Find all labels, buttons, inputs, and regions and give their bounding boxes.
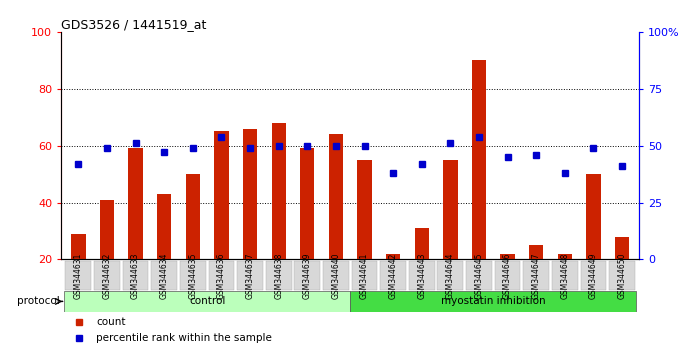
Text: GSM344634: GSM344634 (160, 252, 169, 299)
Bar (558, 254, 572, 259)
Bar (586, 174, 600, 259)
FancyBboxPatch shape (409, 261, 435, 290)
Text: GSM344648: GSM344648 (560, 252, 569, 299)
Text: GSM344635: GSM344635 (188, 252, 197, 299)
Text: GSM344633: GSM344633 (131, 252, 140, 299)
FancyBboxPatch shape (266, 261, 292, 290)
Bar (271, 123, 286, 259)
Text: GSM344631: GSM344631 (74, 252, 83, 299)
Bar (529, 245, 543, 259)
Bar (300, 148, 314, 259)
FancyBboxPatch shape (94, 261, 120, 290)
Text: GSM344642: GSM344642 (389, 252, 398, 299)
Bar (186, 174, 200, 259)
Text: GSM344646: GSM344646 (503, 252, 512, 299)
FancyBboxPatch shape (524, 261, 549, 290)
FancyBboxPatch shape (65, 261, 91, 290)
FancyBboxPatch shape (64, 291, 350, 312)
Bar (443, 160, 458, 259)
Bar (129, 148, 143, 259)
Bar (615, 237, 629, 259)
Bar (71, 234, 86, 259)
FancyBboxPatch shape (437, 261, 463, 290)
Text: GSM344645: GSM344645 (475, 252, 483, 299)
FancyBboxPatch shape (581, 261, 607, 290)
Bar (328, 134, 343, 259)
Text: control: control (189, 296, 225, 307)
FancyBboxPatch shape (323, 261, 349, 290)
FancyBboxPatch shape (237, 261, 263, 290)
FancyBboxPatch shape (122, 261, 148, 290)
Bar (415, 228, 429, 259)
Text: percentile rank within the sample: percentile rank within the sample (96, 333, 272, 343)
FancyBboxPatch shape (380, 261, 406, 290)
FancyBboxPatch shape (494, 261, 520, 290)
Text: GSM344641: GSM344641 (360, 252, 369, 299)
FancyBboxPatch shape (180, 261, 205, 290)
Text: GSM344632: GSM344632 (103, 252, 112, 299)
Text: GSM344637: GSM344637 (245, 252, 254, 299)
Bar (100, 200, 114, 259)
Text: GSM344649: GSM344649 (589, 252, 598, 299)
Bar (386, 254, 401, 259)
Text: GSM344643: GSM344643 (418, 252, 426, 299)
FancyBboxPatch shape (552, 261, 578, 290)
Text: GSM344644: GSM344644 (446, 252, 455, 299)
Bar (358, 160, 372, 259)
Text: protocol: protocol (17, 296, 60, 307)
Text: GSM344647: GSM344647 (532, 252, 541, 299)
Text: GSM344650: GSM344650 (617, 252, 626, 299)
Bar (243, 129, 257, 259)
FancyBboxPatch shape (352, 261, 377, 290)
Bar (472, 60, 486, 259)
Text: GSM344640: GSM344640 (331, 252, 341, 299)
Text: GSM344638: GSM344638 (274, 252, 283, 299)
Text: count: count (96, 317, 125, 327)
FancyBboxPatch shape (294, 261, 320, 290)
FancyBboxPatch shape (152, 261, 177, 290)
Bar (500, 254, 515, 259)
Text: GSM344639: GSM344639 (303, 252, 311, 299)
FancyBboxPatch shape (609, 261, 635, 290)
Bar (214, 131, 228, 259)
Text: myostatin inhibition: myostatin inhibition (441, 296, 545, 307)
FancyBboxPatch shape (350, 291, 636, 312)
Bar (157, 194, 171, 259)
FancyBboxPatch shape (209, 261, 235, 290)
FancyBboxPatch shape (466, 261, 492, 290)
Text: GSM344636: GSM344636 (217, 252, 226, 299)
Text: GDS3526 / 1441519_at: GDS3526 / 1441519_at (61, 18, 207, 31)
